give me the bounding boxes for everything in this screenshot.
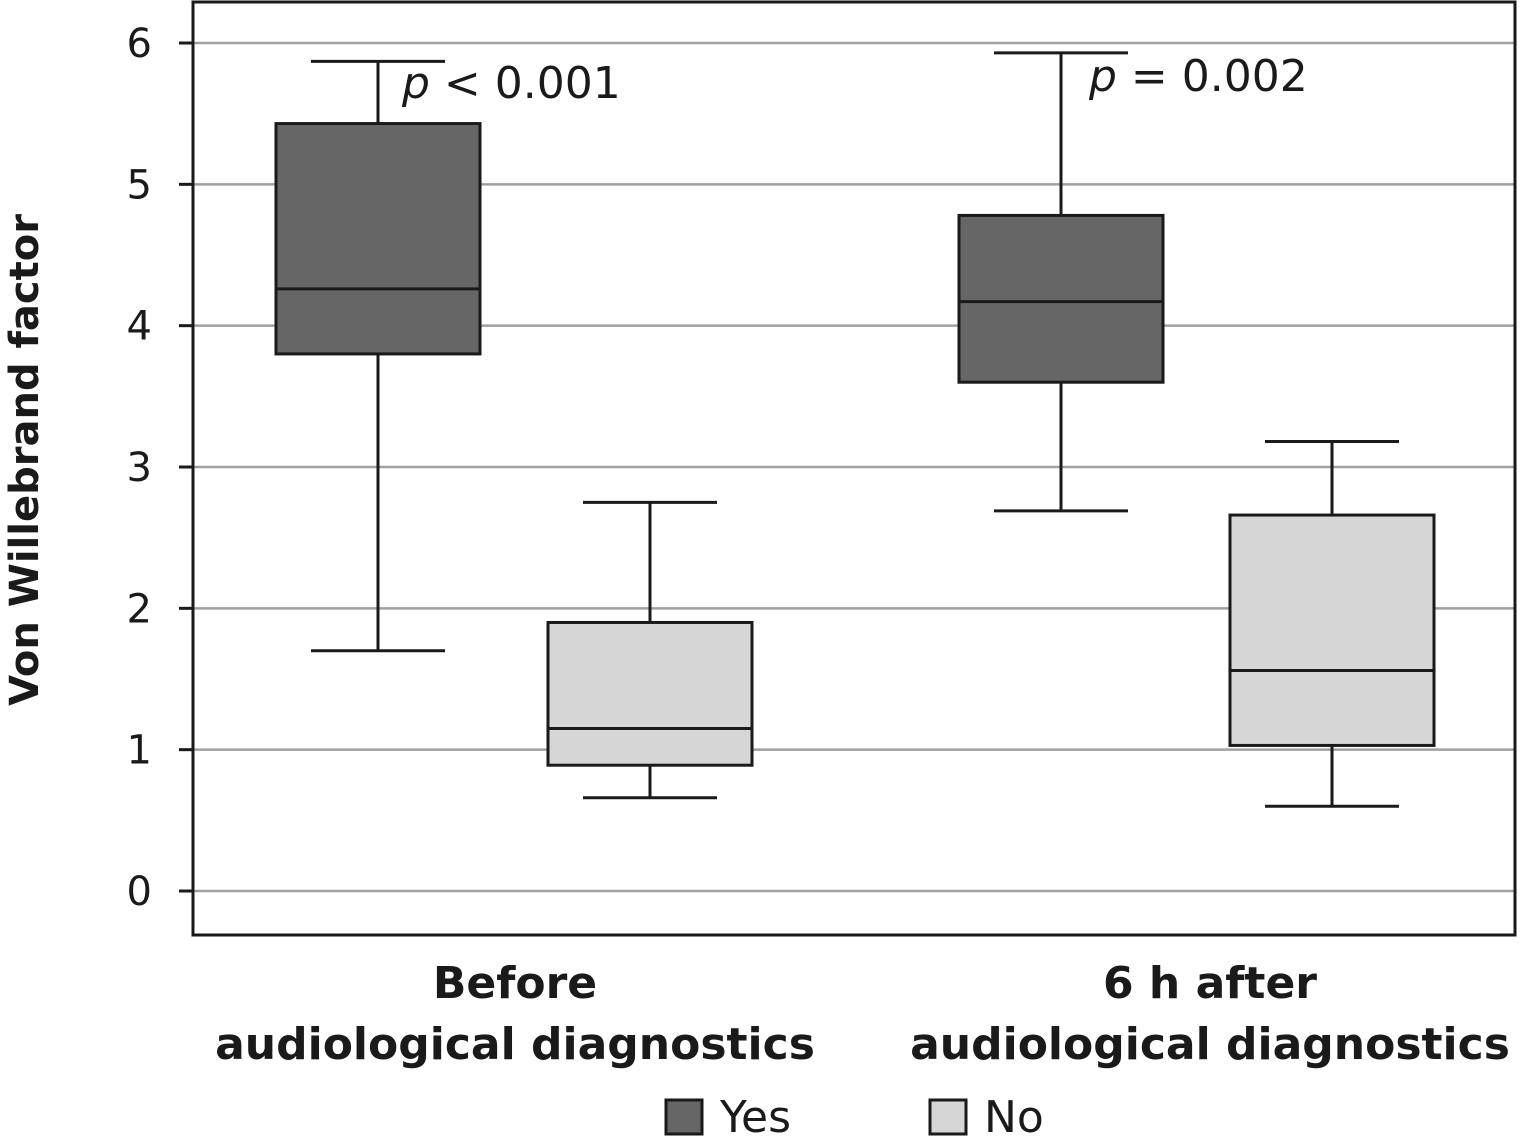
y-tick-label-1: 1 (127, 728, 152, 774)
box-no-0 (546, 500, 754, 800)
legend-swatch-yes (664, 1098, 704, 1136)
legend-label-yes: Yes (719, 1092, 791, 1136)
iqr-box (1228, 513, 1436, 747)
legend-label-no: No (984, 1092, 1044, 1136)
y-axis-title: Von Willebrand factor (2, 214, 48, 706)
p-value-text: < 0.001 (444, 58, 621, 109)
p-value-text: = 0.002 (1131, 51, 1308, 102)
p-value-0: p < 0.001 (401, 58, 621, 109)
category-label-0-line-1: audiological diagnostics (215, 1019, 815, 1070)
p-value-annotations: p < 0.001 p = 0.002 (401, 51, 1308, 109)
boxes (274, 51, 1436, 808)
y-tick-label-3: 3 (127, 445, 152, 491)
iqr-box (546, 620, 754, 767)
box-yes-0 (274, 59, 482, 653)
plot-frame (191, 0, 1517, 937)
legend-swatch-no (928, 1098, 968, 1136)
category-label-1-line-0: 6 h after (1103, 958, 1317, 1009)
y-axis-ticks: 0 1 2 3 4 5 6 (127, 21, 193, 915)
y-tick-label-5: 5 (127, 162, 152, 208)
p-value-1: p = 0.002 (1088, 51, 1308, 102)
category-label-0-line-0: Before (433, 958, 597, 1009)
y-tick-label-6: 6 (127, 21, 152, 67)
box-no-1 (1228, 440, 1436, 808)
legend: Yes No (664, 1092, 1044, 1136)
y-tick-label-2: 2 (127, 586, 152, 632)
p-symbol: p (401, 58, 444, 109)
category-label-1-line-1: audiological diagnostics (910, 1019, 1510, 1070)
iqr-box (957, 213, 1165, 384)
y-tick-label-4: 4 (127, 304, 152, 350)
iqr-box (274, 122, 482, 356)
box-yes-1 (957, 51, 1165, 513)
p-symbol: p (1088, 51, 1131, 102)
x-axis-category-labels: Before audiological diagnostics 6 h after a… (215, 958, 1510, 1070)
y-tick-label-0: 0 (127, 869, 152, 915)
